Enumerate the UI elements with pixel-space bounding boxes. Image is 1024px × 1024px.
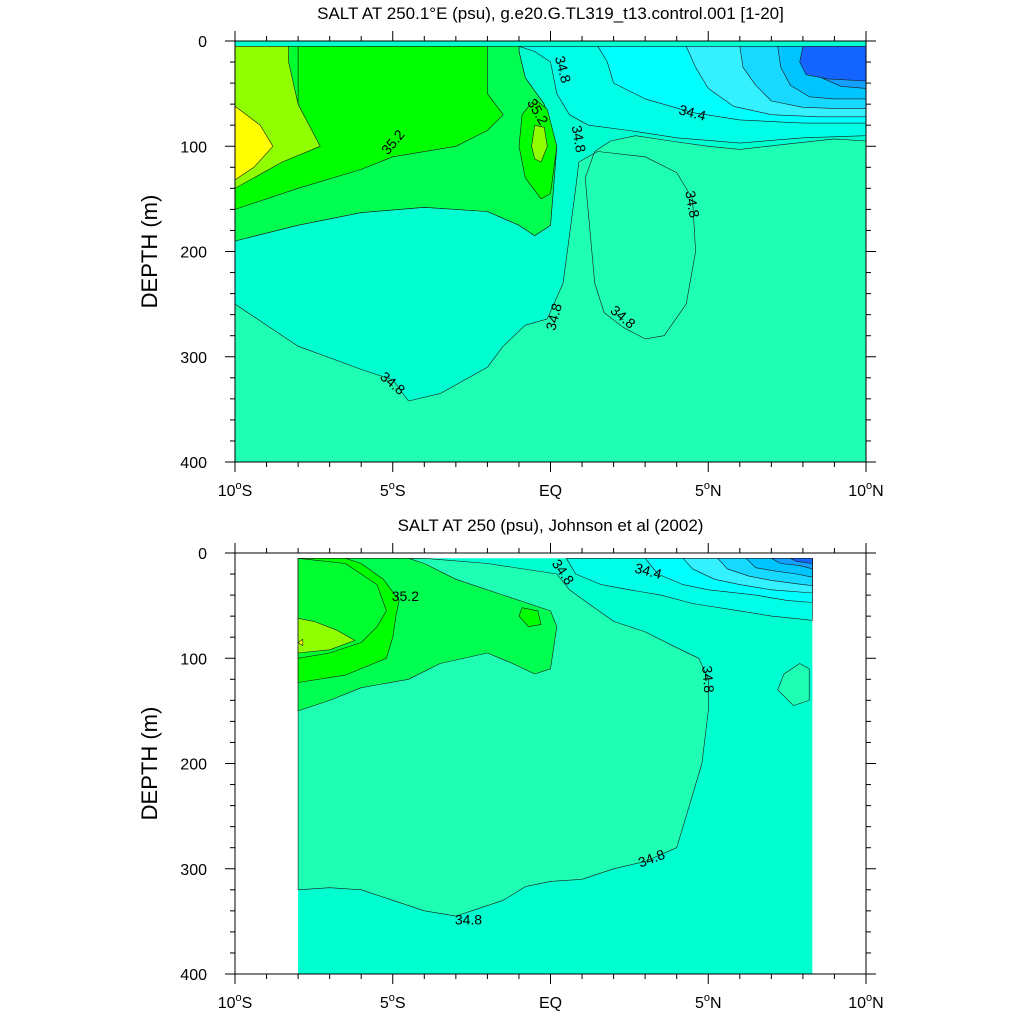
axis-ticks [225, 543, 876, 984]
y-tick-label: 200 [180, 757, 207, 774]
x-tick-label: 5oN [695, 480, 722, 500]
plot-area: 34.834.435.235.2 34.834.834.8 34.834.8 [235, 41, 866, 462]
contour-fill-35-6-8 [531, 124, 548, 163]
contour-label: 34.8 [552, 54, 575, 85]
contour-fill-35-2-3 [235, 45, 504, 210]
contour-fill-35-2 [777, 663, 810, 706]
contour-fill-35-8-7 [235, 106, 274, 181]
y-tick-label: 100 [180, 139, 207, 156]
contour-label: 34.8 [569, 124, 590, 154]
contour-label: 34.8 [682, 189, 703, 219]
y-axis-label: DEPTH (m) [137, 707, 162, 821]
contour-fill-35-6-6 [297, 617, 356, 654]
y-tick-label: 200 [180, 245, 207, 262]
contour-fill-35-8-7 [297, 638, 304, 646]
x-tick-label: EQ [539, 995, 562, 1012]
contour-label: 34.4 [633, 560, 664, 583]
x-tick-label: 5oS [380, 992, 406, 1012]
axis-ticks [225, 31, 876, 472]
y-tick-label: 400 [180, 455, 207, 472]
chart-title: SALT AT 250.1°E (psu), g.e20.G.TL319_t13… [317, 4, 784, 23]
x-tick-label: EQ [539, 483, 562, 500]
contour-label: 34.8 [542, 301, 565, 332]
y-axis-label: DEPTH (m) [137, 195, 162, 309]
plot-area: 34.8 34.435.234.834.834.8 [297, 556, 813, 974]
y-tick-label: 400 [180, 967, 207, 984]
y-tick-label: 300 [180, 350, 207, 367]
contour-fill-33-4-14 [789, 557, 813, 564]
contour-label: 35.2 [392, 588, 419, 604]
panel-1: SALT AT 250.1°E (psu), g.e20.G.TL319_t13… [137, 4, 884, 500]
contour-label: 34.8 [455, 911, 482, 927]
x-tick-label: 5oS [380, 480, 406, 500]
y-tick-label: 300 [180, 862, 207, 879]
x-tick-label: 10oN [848, 992, 883, 1012]
x-tick-label: 10oS [218, 992, 253, 1012]
contour-fill-33-4-15 [799, 45, 866, 82]
x-tick-label: 5oN [695, 992, 722, 1012]
y-tick-label: 100 [180, 651, 207, 668]
contour-label: 34.8 [699, 665, 717, 694]
contour-fill-35-2-4 [518, 607, 542, 628]
x-tick-label: 10oS [218, 480, 253, 500]
contour-fill-34-8-0 [235, 135, 866, 462]
contour-label: 34.4 [677, 101, 708, 124]
panel-2: SALT AT 250 (psu), Johnson et al (2002) 3… [137, 516, 884, 1012]
x-tick-label: 10oN [848, 480, 883, 500]
y-tick-label: 0 [198, 546, 207, 563]
chart-title: SALT AT 250 (psu), Johnson et al (2002) [398, 516, 704, 535]
y-tick-label: 0 [198, 34, 207, 51]
